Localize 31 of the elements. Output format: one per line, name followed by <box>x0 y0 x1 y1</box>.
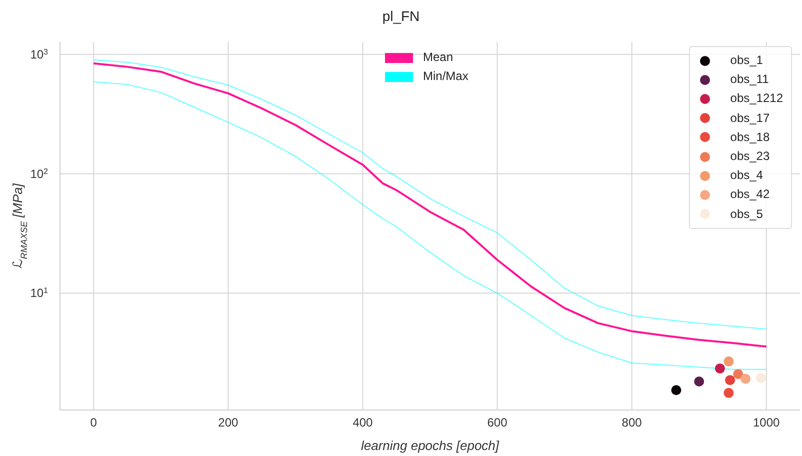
legend-label: Mean <box>423 49 454 66</box>
legend-label: Min/Max <box>423 68 468 85</box>
legend-label: obs_42 <box>730 186 770 204</box>
point <box>740 374 751 384</box>
legend-label: obs_1 <box>730 52 763 69</box>
chart-title: pl_FN <box>381 8 421 24</box>
point <box>714 363 725 374</box>
x-tick-label: 400 <box>352 416 374 430</box>
legend-label: obs_18 <box>730 128 770 146</box>
legend-label: obs_4 <box>730 167 763 184</box>
legend-label: obs_5 <box>730 206 763 223</box>
point <box>724 356 734 366</box>
point <box>756 372 766 383</box>
x-axis-title: learning epochs [epoch] <box>360 438 500 453</box>
point <box>724 388 734 398</box>
legend-label: obs_23 <box>730 148 770 166</box>
y-tick-label: 10$^{2}$ <box>30 166 49 181</box>
legend-label: obs_1212 <box>730 90 783 108</box>
point <box>725 375 736 386</box>
x-tick-label: 800 <box>622 416 642 430</box>
legend-label: obs_11 <box>730 71 769 88</box>
y-tick-label: 10$^{1}$ <box>30 286 49 300</box>
legend-label: obs_17 <box>730 110 770 127</box>
point <box>671 385 682 396</box>
x-tick-label: 600 <box>487 416 508 430</box>
x-tick-label: 200 <box>218 416 239 430</box>
y-tick-label: 10$^{3}$ <box>30 46 49 62</box>
x-tick-label: 1000 <box>753 416 780 430</box>
point <box>694 376 704 386</box>
x-tick-label: 0 <box>90 416 98 430</box>
point <box>733 369 744 380</box>
